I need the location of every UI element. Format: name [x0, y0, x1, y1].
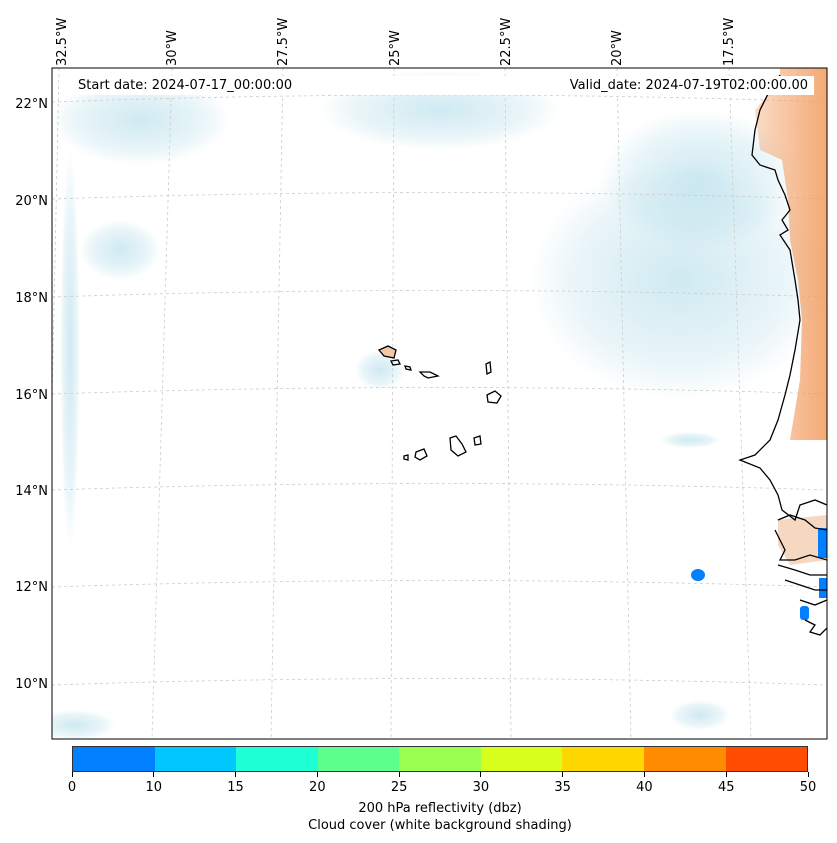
colorbar-tick [316, 772, 318, 777]
colorbar-segment [73, 747, 155, 771]
lat-gridline [52, 678, 827, 686]
map-frame [51, 67, 828, 740]
island-sao-vicente [390, 359, 401, 366]
reflectivity-cell [819, 578, 827, 598]
colorbar-tick [235, 772, 237, 777]
colorbar-tick-label: 20 [309, 780, 326, 795]
lat-label: 10°N [15, 677, 48, 692]
colorbar-tick [725, 772, 727, 777]
cloud-patch [52, 75, 230, 165]
colorbar-tick-label: 40 [636, 780, 653, 795]
reflectivity-cells [691, 528, 827, 620]
island-maio [473, 435, 482, 446]
island-boa-vista [486, 390, 502, 404]
colorbar-tick-label: 30 [472, 780, 490, 795]
colorbar-segment [725, 747, 808, 771]
lon-gridline [728, 68, 752, 739]
lat-label: 18°N [15, 291, 48, 306]
lat-gridline [52, 94, 827, 103]
colorbar-tick [480, 772, 482, 777]
lat-label: 20°N [15, 194, 48, 209]
lon-label: 20°W [610, 30, 625, 66]
island-brava [403, 454, 409, 461]
coastlines [377, 74, 827, 636]
lon-gridline [151, 68, 173, 739]
colorbar-tick-label: 45 [717, 780, 735, 795]
colorbar-segment [154, 747, 237, 771]
lon-label: 25°W [388, 30, 403, 66]
cloud-patch [355, 350, 405, 390]
colorbar-tick [562, 772, 564, 777]
colorbar-subtitle: Cloud cover (white background shading) [308, 818, 572, 833]
island-sal [485, 360, 492, 376]
lon-label: 22.5°W [499, 17, 514, 66]
start-date-label: Start date: 2024-07-17_00:00:00 [72, 76, 548, 95]
valid-date-label: Valid_date: 2024-07-19T02:00:00.00 [540, 76, 814, 95]
reflectivity-cell [818, 528, 827, 558]
colorbar-tick-label: 0 [67, 780, 77, 795]
reflectivity-cell [691, 569, 705, 581]
colorbar-segment [643, 747, 726, 771]
colorbar-segment [562, 747, 644, 771]
lat-label: 12°N [15, 580, 48, 595]
colorbar-segment [317, 747, 400, 771]
lat-gridline [52, 192, 827, 200]
colorbar-tick [643, 772, 645, 777]
colorbar-segment [236, 747, 318, 771]
island-sao-nicolau [418, 371, 440, 379]
lon-label: 17.5°W [722, 17, 737, 66]
cloud-patch [660, 432, 720, 448]
island-fogo [414, 448, 428, 461]
lon-gridline [390, 68, 395, 739]
colorbar-tick-label: 50 [799, 780, 817, 795]
lon-label: 30°W [165, 30, 180, 66]
lon-label: 27.5°W [276, 17, 291, 66]
colorbar-tick [807, 772, 809, 777]
gridlines [52, 68, 827, 739]
colorbar-tick [71, 772, 73, 777]
cloud-patch [670, 700, 730, 730]
colorbar-tick [153, 772, 155, 777]
cloud-patch [600, 110, 800, 250]
island-santa-luzia [404, 365, 412, 371]
colorbar-tick-label: 15 [227, 780, 244, 795]
colorbar-tick-label: 10 [145, 780, 163, 795]
lat-label: 14°N [15, 484, 48, 499]
lat-label: 16°N [15, 388, 48, 403]
warm-shading-coast [755, 68, 827, 440]
colorbar-title: 200 hPa reflectivity (dbz) [358, 801, 522, 816]
colorbar-tick-label: 25 [390, 780, 408, 795]
colorbar [72, 746, 808, 772]
lon-label: 32.5°W [55, 17, 70, 66]
colorbar-segment [480, 747, 563, 771]
gambia-guinea-coastline [774, 514, 827, 636]
lon-gridline [270, 68, 284, 739]
cloud-patch [80, 220, 160, 280]
colorbar-segment [399, 747, 481, 771]
cloud-patch [52, 710, 115, 739]
lat-gridline [52, 290, 827, 298]
reflectivity-cell [800, 606, 809, 620]
lat-gridline [52, 580, 827, 588]
lat-gridline [52, 387, 827, 395]
lat-gridline [52, 483, 827, 491]
island-santiago [449, 435, 467, 457]
african-coastline [738, 74, 827, 522]
cloud-patch [60, 150, 80, 550]
colorbar-tick-label: 35 [554, 780, 571, 795]
colorbar-tick [398, 772, 400, 777]
lon-gridline [504, 68, 512, 739]
island-santo-antao [377, 345, 397, 359]
lon-gridline [616, 68, 632, 739]
lat-label: 22°N [15, 97, 48, 112]
